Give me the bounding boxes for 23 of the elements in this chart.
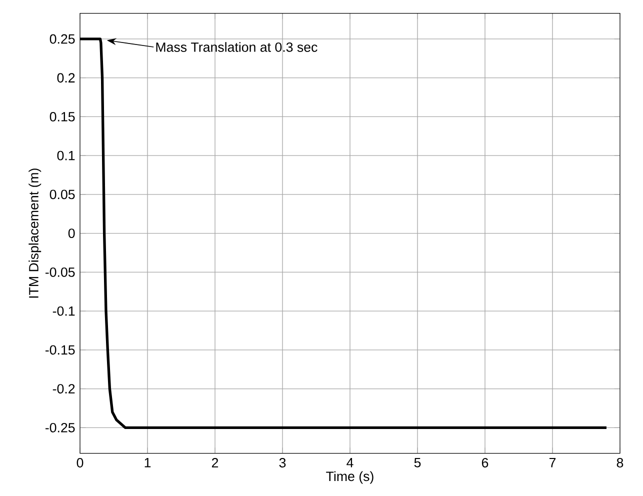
x-tick-label: 8 xyxy=(616,458,624,468)
y-tick-label: -0.25 xyxy=(45,422,75,432)
y-tick-label: -0.05 xyxy=(45,267,75,277)
y-tick-label: 0.1 xyxy=(57,150,75,160)
y-tick-label: -0.1 xyxy=(52,306,75,316)
y-tick-label: 0.15 xyxy=(50,112,75,122)
annotation: Mass Translation at 0.3 sec xyxy=(156,42,318,52)
y-tick-label: 0.05 xyxy=(50,190,75,200)
x-tick-label: 6 xyxy=(482,458,488,468)
x-tick-label: 2 xyxy=(212,458,218,468)
x-tick-label: 4 xyxy=(346,458,354,468)
y-axis-title: ITM Displacement (m) xyxy=(28,168,42,298)
x-tick-label: 1 xyxy=(144,458,151,468)
y-tick-label: 0.2 xyxy=(57,73,75,83)
x-tick-label: 0 xyxy=(76,458,84,468)
y-tick-label: 0.25 xyxy=(50,34,75,44)
x-tick-label: 5 xyxy=(414,458,421,468)
x-tick-label: 7 xyxy=(549,458,556,468)
x-tick-label: 3 xyxy=(279,458,286,468)
y-tick-label: -0.2 xyxy=(52,384,75,394)
x-axis-title: Time (s) xyxy=(326,471,374,484)
y-tick-label: 0 xyxy=(68,228,75,238)
y-tick-label: -0.15 xyxy=(45,345,75,355)
